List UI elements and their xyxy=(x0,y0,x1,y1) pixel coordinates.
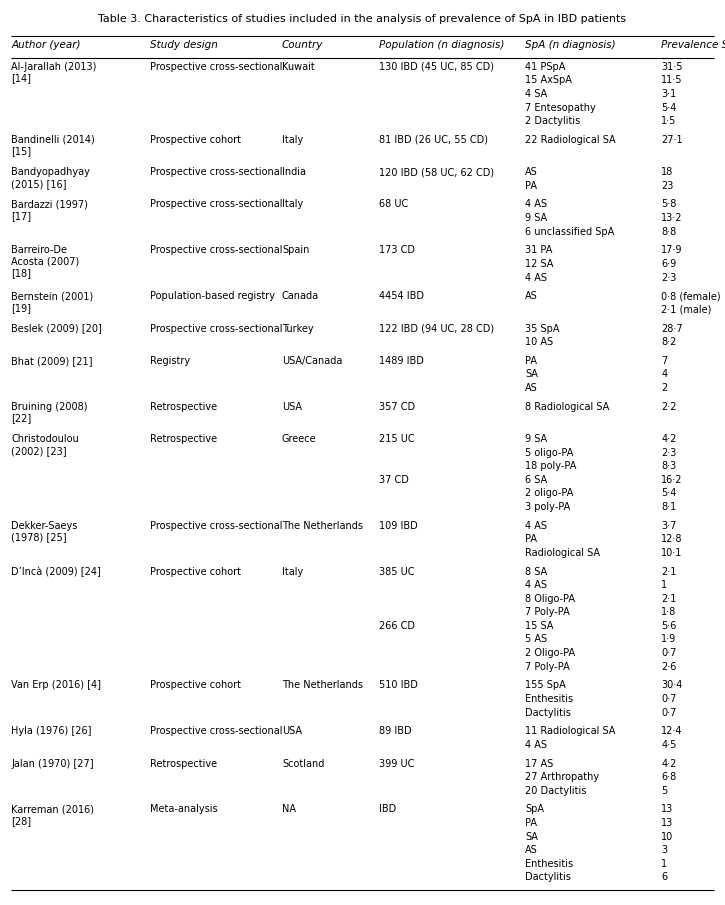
Text: SA: SA xyxy=(525,832,538,842)
Text: 120 IBD (58 UC, 62 CD): 120 IBD (58 UC, 62 CD) xyxy=(379,167,494,177)
Text: India: India xyxy=(282,167,306,177)
Text: 31 PA: 31 PA xyxy=(525,245,552,255)
Text: 15 AxSpA: 15 AxSpA xyxy=(525,75,572,85)
Text: 7 Poly-PA: 7 Poly-PA xyxy=(525,607,570,617)
Text: 2·2: 2·2 xyxy=(661,402,676,412)
Text: 4·5: 4·5 xyxy=(661,740,676,750)
Text: Italy: Italy xyxy=(282,135,303,145)
Text: 1489 IBD: 1489 IBD xyxy=(379,356,424,366)
Text: 13: 13 xyxy=(661,805,674,814)
Text: Table 3. Characteristics of studies included in the analysis of prevalence of Sp: Table 3. Characteristics of studies incl… xyxy=(99,14,626,24)
Text: 1·5: 1·5 xyxy=(661,116,676,126)
Text: The Netherlands: The Netherlands xyxy=(282,681,363,691)
Text: PA: PA xyxy=(525,181,537,191)
Text: 28·7: 28·7 xyxy=(661,324,683,334)
Text: Population (n diagnosis): Population (n diagnosis) xyxy=(379,41,505,51)
Text: Beslek (2009) [20]: Beslek (2009) [20] xyxy=(11,324,102,334)
Text: 7: 7 xyxy=(661,356,667,366)
Text: 2·1: 2·1 xyxy=(661,567,676,576)
Text: Retrospective: Retrospective xyxy=(150,434,217,444)
Text: 5 AS: 5 AS xyxy=(525,634,547,644)
Text: 3·1: 3·1 xyxy=(661,89,676,99)
Text: 17 AS: 17 AS xyxy=(525,758,553,768)
Text: 8 SA: 8 SA xyxy=(525,567,547,576)
Text: 4 AS: 4 AS xyxy=(525,740,547,750)
Text: Christodoulou
(2002) [23]: Christodoulou (2002) [23] xyxy=(11,434,79,456)
Text: Radiological SA: Radiological SA xyxy=(525,548,600,557)
Text: 10 AS: 10 AS xyxy=(525,338,553,348)
Text: 399 UC: 399 UC xyxy=(379,758,415,768)
Text: 30·4: 30·4 xyxy=(661,681,682,691)
Text: Author (year): Author (year) xyxy=(11,41,80,51)
Text: Prospective cross-sectional: Prospective cross-sectional xyxy=(150,62,283,71)
Text: 1: 1 xyxy=(661,859,667,869)
Text: Bandinelli (2014)
[15]: Bandinelli (2014) [15] xyxy=(11,135,95,157)
Text: 18: 18 xyxy=(661,167,674,177)
Text: Meta-analysis: Meta-analysis xyxy=(150,805,218,814)
Text: 11 Radiological SA: 11 Radiological SA xyxy=(525,727,616,737)
Text: Scotland: Scotland xyxy=(282,758,324,768)
Text: 8 Oligo-PA: 8 Oligo-PA xyxy=(525,594,575,604)
Text: Prospective cross-sectional: Prospective cross-sectional xyxy=(150,520,283,530)
Text: USA/Canada: USA/Canada xyxy=(282,356,342,366)
Text: AS: AS xyxy=(525,383,538,393)
Text: D’Incà (2009) [24]: D’Incà (2009) [24] xyxy=(11,567,101,577)
Text: Barreiro-De
Acosta (2007)
[18]: Barreiro-De Acosta (2007) [18] xyxy=(11,245,79,279)
Text: 11·5: 11·5 xyxy=(661,75,683,85)
Text: 6: 6 xyxy=(661,872,667,882)
Text: 6 unclassified SpA: 6 unclassified SpA xyxy=(525,226,614,236)
Text: 23: 23 xyxy=(661,181,674,191)
Text: 89 IBD: 89 IBD xyxy=(379,727,412,737)
Text: Dactylitis: Dactylitis xyxy=(525,872,571,882)
Text: Prospective cross-sectional: Prospective cross-sectional xyxy=(150,245,283,255)
Text: 12·4: 12·4 xyxy=(661,727,683,737)
Text: 9 SA: 9 SA xyxy=(525,213,547,223)
Text: 7 Poly-PA: 7 Poly-PA xyxy=(525,662,570,672)
Text: Dactylitis: Dactylitis xyxy=(525,708,571,718)
Text: 0·7: 0·7 xyxy=(661,648,676,658)
Text: 155 SpA: 155 SpA xyxy=(525,681,566,691)
Text: 6·8: 6·8 xyxy=(661,772,676,782)
Text: 6·9: 6·9 xyxy=(661,259,676,269)
Text: 8·3: 8·3 xyxy=(661,462,676,472)
Text: AS: AS xyxy=(525,291,538,301)
Text: Canada: Canada xyxy=(282,291,319,301)
Text: 0·7: 0·7 xyxy=(661,694,676,704)
Text: SpA (n diagnosis): SpA (n diagnosis) xyxy=(525,41,616,51)
Text: Prospective cross-sectional: Prospective cross-sectional xyxy=(150,167,283,177)
Text: 0·8 (female): 0·8 (female) xyxy=(661,291,721,301)
Text: 10·1: 10·1 xyxy=(661,548,682,557)
Text: 2 Oligo-PA: 2 Oligo-PA xyxy=(525,648,575,658)
Text: Registry: Registry xyxy=(150,356,190,366)
Text: 6 SA: 6 SA xyxy=(525,475,547,485)
Text: Greece: Greece xyxy=(282,434,317,444)
Text: 357 CD: 357 CD xyxy=(379,402,415,412)
Text: 68 UC: 68 UC xyxy=(379,199,408,209)
Text: Bandyopadhyay
(2015) [16]: Bandyopadhyay (2015) [16] xyxy=(11,167,90,189)
Text: 4 SA: 4 SA xyxy=(525,89,547,99)
Text: 15 SA: 15 SA xyxy=(525,621,553,631)
Text: NA: NA xyxy=(282,805,296,814)
Text: Retrospective: Retrospective xyxy=(150,758,217,768)
Text: 109 IBD: 109 IBD xyxy=(379,520,418,530)
Text: Country: Country xyxy=(282,41,323,51)
Text: 2·6: 2·6 xyxy=(661,662,676,672)
Text: 173 CD: 173 CD xyxy=(379,245,415,255)
Text: 8·2: 8·2 xyxy=(661,338,676,348)
Text: 8·8: 8·8 xyxy=(661,226,676,236)
Text: SpA: SpA xyxy=(525,805,544,814)
Text: 4·2: 4·2 xyxy=(661,758,676,768)
Text: 10: 10 xyxy=(661,832,674,842)
Text: 266 CD: 266 CD xyxy=(379,621,415,631)
Text: Jalan (1970) [27]: Jalan (1970) [27] xyxy=(11,758,94,768)
Text: Study design: Study design xyxy=(150,41,218,51)
Text: 12 SA: 12 SA xyxy=(525,259,553,269)
Text: 27 Arthropathy: 27 Arthropathy xyxy=(525,772,599,782)
Text: 12·8: 12·8 xyxy=(661,534,683,544)
Text: 3 poly-PA: 3 poly-PA xyxy=(525,502,571,512)
Text: Italy: Italy xyxy=(282,567,303,576)
Text: Italy: Italy xyxy=(282,199,303,209)
Text: Prospective cross-sectional: Prospective cross-sectional xyxy=(150,727,283,737)
Text: 31·5: 31·5 xyxy=(661,62,683,71)
Text: 5·4: 5·4 xyxy=(661,489,676,499)
